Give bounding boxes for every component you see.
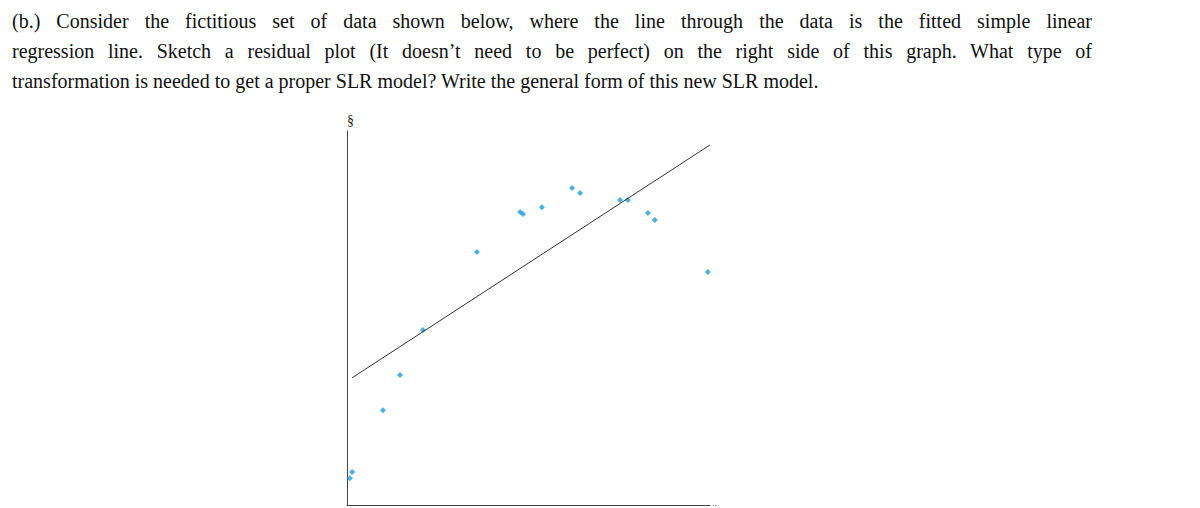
- html-text:regression line. Sketch a resi: regression line. Sketch a residual plot …: [12, 40, 1092, 62]
- html-text:transformation is needed to ge: transformation is needed to get a proper…: [12, 70, 819, 92]
- svg-text:..: ..: [712, 497, 717, 508]
- svg-text:§: §: [347, 113, 354, 128]
- html-text:(b.) Consider the fictitious s: (b.) Consider the fictitious set of data…: [12, 10, 1092, 32]
